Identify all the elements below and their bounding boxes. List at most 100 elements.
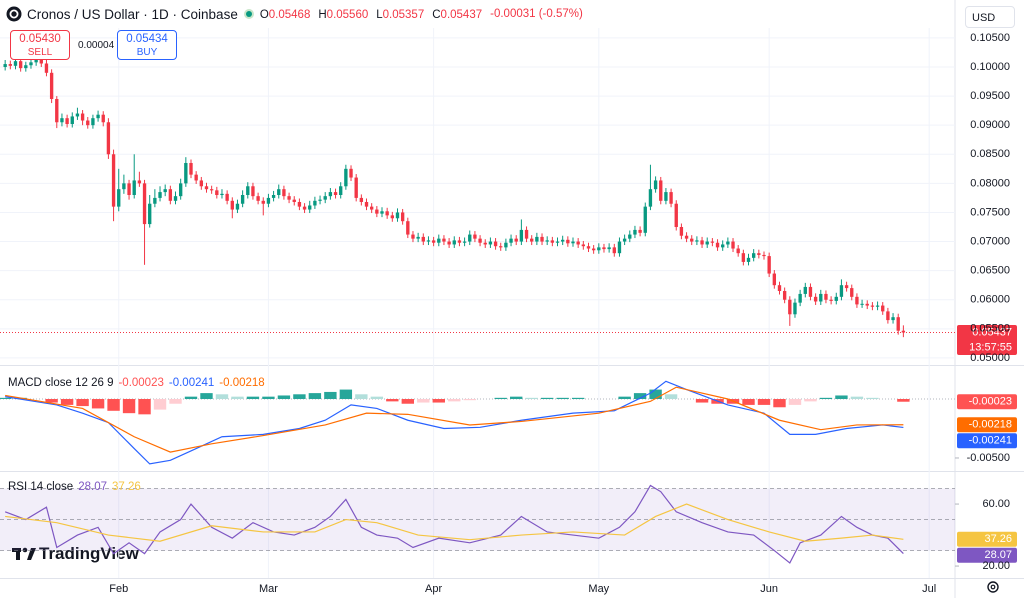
- candle-body: [400, 212, 405, 222]
- spread: 0.00004: [78, 40, 115, 51]
- sell-button[interactable]: 0.05430 SELL: [10, 30, 70, 60]
- candle-body: [597, 247, 601, 251]
- candle-body: [524, 229, 529, 239]
- candle-body: [230, 200, 234, 210]
- candle-body: [545, 240, 549, 242]
- x-tick-label: Mar: [259, 583, 278, 595]
- candle-body: [617, 241, 622, 254]
- candle-body: [148, 203, 152, 225]
- value-badge-label: -0.00241: [969, 435, 1012, 447]
- value-badge: [957, 324, 1017, 355]
- y-tick-label: 0.09000: [970, 119, 1010, 131]
- x-tick-label: Apr: [425, 583, 442, 595]
- candle-body: [75, 113, 80, 117]
- histogram-bar: [664, 394, 678, 400]
- candle-body: [199, 180, 204, 187]
- candle-body: [34, 60, 38, 63]
- candle-body: [622, 238, 627, 242]
- candle-body: [117, 189, 121, 207]
- histogram-bar: [277, 395, 291, 400]
- histogram-bar: [695, 399, 709, 403]
- ohlc-value: 0.05357: [382, 9, 425, 21]
- candle-body: [29, 62, 33, 66]
- change: -0.00031 (-0.57%): [490, 8, 583, 20]
- histogram-bar: [122, 399, 136, 414]
- candle-body: [819, 293, 823, 302]
- histogram-bar: [742, 399, 755, 405]
- histogram-bar: [850, 396, 864, 400]
- candle-body: [504, 242, 508, 248]
- candle-body: [664, 192, 668, 201]
- candle-body: [612, 247, 616, 254]
- legend-value: -0.00218: [219, 377, 265, 389]
- candle-body: [736, 248, 740, 254]
- candle-body: [530, 238, 534, 242]
- y-tick-label: 0.08000: [970, 177, 1010, 189]
- candle-body: [705, 241, 709, 245]
- histogram-bar: [370, 396, 384, 400]
- candle-body: [277, 189, 281, 195]
- candle-body: [163, 189, 167, 193]
- value-badge-label: 28.07: [984, 549, 1012, 561]
- candle-body: [803, 286, 807, 294]
- symbol-title[interactable]: Cronos / US Dollar · 1D · Coinbase: [27, 6, 238, 22]
- candle-body: [746, 257, 751, 262]
- candle-body: [395, 212, 400, 219]
- candle-body: [488, 241, 493, 245]
- candle-body: [158, 192, 162, 198]
- histogram-bar: [0, 397, 12, 400]
- candle-body: [256, 196, 260, 201]
- indicator-line: [5, 503, 904, 542]
- y-tick-label: 0.08500: [970, 148, 1010, 160]
- settings-button[interactable]: [987, 581, 999, 593]
- histogram-bar: [60, 399, 74, 405]
- histogram-bar: [432, 399, 445, 403]
- candle-body: [757, 253, 761, 255]
- candle-body: [297, 201, 302, 207]
- mark-layer: [0, 55, 955, 564]
- candle-body: [411, 234, 415, 239]
- candle-body: [55, 98, 59, 123]
- histogram-bar: [200, 393, 213, 400]
- value-badge: [957, 417, 1017, 433]
- candle-body: [8, 64, 13, 66]
- candle-body: [246, 186, 250, 195]
- settings-icon[interactable]: [987, 581, 999, 593]
- candle-body: [462, 241, 467, 243]
- candle-body: [431, 240, 436, 243]
- histogram-bar: [45, 399, 58, 403]
- y-tick-label: 0.10000: [970, 61, 1010, 73]
- candle-body: [178, 183, 183, 197]
- candle-body: [865, 303, 869, 306]
- candle-body: [132, 180, 136, 195]
- candle-body: [628, 234, 632, 239]
- currency-selector[interactable]: USD: [965, 6, 1015, 28]
- histogram-bar: [773, 399, 786, 408]
- candle-body: [437, 238, 441, 243]
- candle-body: [886, 311, 890, 321]
- candle-body: [137, 180, 142, 184]
- value-badge-label: -0.00218: [969, 419, 1012, 431]
- candle-body: [581, 244, 586, 247]
- candle-body: [39, 60, 43, 64]
- candle-body: [860, 303, 864, 305]
- histogram-bar: [107, 399, 120, 411]
- candle-body: [726, 241, 730, 245]
- buy-button[interactable]: 0.05434 BUY: [117, 30, 177, 60]
- candle-body: [344, 168, 348, 187]
- candle-body: [808, 286, 813, 297]
- histogram-bar: [76, 399, 89, 407]
- candle-body: [638, 229, 642, 233]
- histogram-bar: [618, 396, 631, 400]
- value-badge-label: 37.26: [984, 533, 1012, 545]
- candle-body: [426, 240, 431, 242]
- indicator-line: [5, 386, 904, 453]
- histogram-bar: [757, 399, 771, 405]
- legend-value: 37.26: [111, 481, 141, 493]
- value-badge-label: -0.00023: [969, 396, 1012, 408]
- settings-icon[interactable]: [990, 584, 996, 590]
- candle-body: [189, 162, 193, 175]
- candle-body: [839, 285, 844, 297]
- histogram-bar: [262, 396, 275, 400]
